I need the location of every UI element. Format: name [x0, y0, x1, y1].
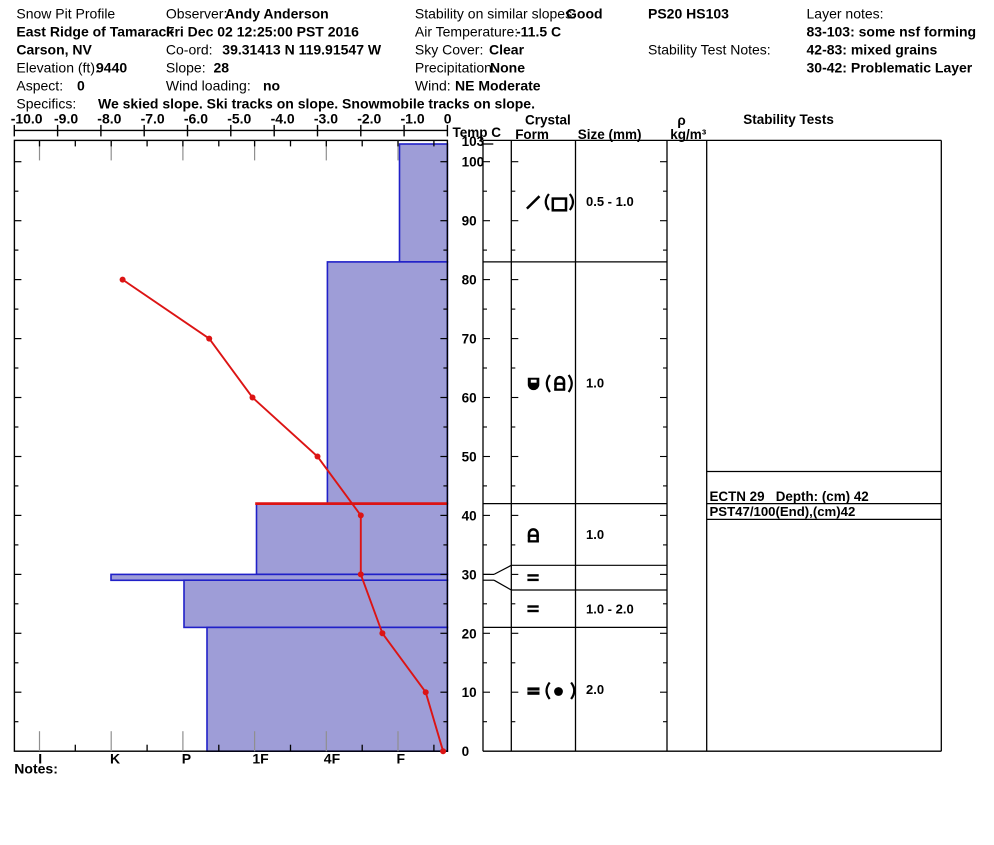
svg-text:Observer:: Observer: [166, 6, 227, 22]
svg-text:Co-ord:: Co-ord: [166, 42, 213, 58]
svg-text:Stability on similar slopes:: Stability on similar slopes: [415, 6, 576, 22]
svg-text:Sky Cover:: Sky Cover: [415, 42, 483, 58]
svg-text:Clear: Clear [489, 42, 525, 58]
svg-text:39.31413 N 119.91547 W: 39.31413 N 119.91547 W [222, 42, 382, 58]
svg-text:-5.0: -5.0 [227, 110, 251, 126]
svg-text:Wind loading:: Wind loading: [166, 78, 251, 94]
svg-text:0: 0 [77, 78, 85, 94]
svg-text:0.5 - 1.0: 0.5 - 1.0 [586, 194, 634, 209]
svg-text:ECTN 29 Depth: (cm) 42: ECTN 29 Depth: (cm) 42 [710, 489, 869, 504]
svg-text:2.0: 2.0 [586, 682, 604, 697]
svg-text:None: None [490, 60, 525, 76]
svg-text:Specifics:: Specifics: [16, 96, 76, 112]
svg-text:PS20 HS103: PS20 HS103 [648, 6, 729, 22]
svg-text:Snow Pit Profile: Snow Pit Profile [16, 6, 115, 22]
svg-text:We skied slope. Ski tracks on: We skied slope. Ski tracks on slope. Sno… [98, 96, 535, 112]
svg-text:1.0 - 2.0: 1.0 - 2.0 [586, 601, 634, 616]
svg-text:-2.0: -2.0 [357, 110, 381, 126]
svg-text:30-42: Problematic Layer: 30-42: Problematic Layer [807, 60, 973, 76]
svg-text:Aspect:: Aspect: [16, 78, 63, 94]
svg-text:-4.0: -4.0 [271, 110, 295, 126]
svg-text:-10.0: -10.0 [11, 110, 43, 126]
svg-text:Stability Tests: Stability Tests [743, 112, 834, 127]
svg-text:28: 28 [214, 60, 230, 76]
svg-text:1F: 1F [252, 751, 269, 767]
svg-text:90: 90 [462, 214, 477, 229]
svg-text:100: 100 [462, 155, 485, 170]
svg-text:F: F [397, 751, 406, 767]
svg-text:I: I [38, 751, 42, 767]
svg-text:Form: Form [515, 127, 549, 142]
svg-text:Elevation (ft):: Elevation (ft): [16, 60, 98, 76]
svg-text:9440: 9440 [96, 60, 127, 76]
svg-text:NE Moderate: NE Moderate [455, 78, 541, 94]
svg-text:Wind:: Wind: [415, 78, 451, 94]
svg-text:-1.0: -1.0 [401, 110, 425, 126]
svg-text:4F: 4F [324, 751, 341, 767]
svg-text:PST47/100(End),(cm)42: PST47/100(End),(cm)42 [710, 504, 856, 519]
svg-text:Size (mm): Size (mm) [578, 127, 642, 142]
svg-text:20: 20 [462, 626, 477, 641]
svg-text:0: 0 [444, 110, 452, 126]
svg-text:Carson, NV: Carson, NV [16, 42, 92, 58]
svg-text:0: 0 [462, 744, 470, 759]
svg-text:Stability Test Notes:: Stability Test Notes: [648, 42, 771, 58]
svg-text:no: no [263, 78, 280, 94]
svg-text:Good: Good [566, 6, 603, 22]
svg-text:80: 80 [462, 273, 477, 288]
svg-text:-9.0: -9.0 [54, 110, 78, 126]
svg-text:50: 50 [462, 450, 477, 465]
svg-text:30: 30 [462, 567, 477, 582]
svg-text:-8.0: -8.0 [97, 110, 121, 126]
svg-text:42-83: mixed grains: 42-83: mixed grains [807, 42, 938, 58]
svg-text:Crystal: Crystal [525, 113, 571, 128]
svg-text:K: K [110, 751, 120, 767]
svg-text:Layer notes:: Layer notes: [807, 6, 884, 22]
svg-text:-7.0: -7.0 [141, 110, 165, 126]
svg-text:Notes:: Notes: [14, 760, 58, 776]
svg-text:-11.5 C: -11.5 C [516, 24, 561, 40]
svg-text:kg/m³: kg/m³ [670, 127, 707, 142]
svg-text:40: 40 [462, 508, 477, 523]
svg-text:103: 103 [462, 134, 485, 149]
svg-text:-6.0: -6.0 [184, 110, 208, 126]
svg-text:Precipitation:: Precipitation: [415, 60, 496, 76]
svg-text:1.0: 1.0 [586, 527, 604, 542]
svg-text:Slope:: Slope: [166, 60, 206, 76]
svg-text:60: 60 [462, 391, 477, 406]
svg-text:Andy Anderson: Andy Anderson [225, 6, 329, 22]
svg-text:Fri Dec 02 12:25:00 PST 2016: Fri Dec 02 12:25:00 PST 2016 [166, 24, 359, 40]
svg-text:10: 10 [462, 685, 477, 700]
svg-text:Air Temperature:: Air Temperature: [415, 24, 518, 40]
svg-text:East Ridge of Tamarack: East Ridge of Tamarack [16, 24, 174, 40]
svg-text:P: P [182, 751, 191, 767]
svg-text:ρ: ρ [677, 113, 685, 128]
svg-text:83-103: some nsf forming: 83-103: some nsf forming [807, 24, 977, 40]
svg-text:70: 70 [462, 332, 477, 347]
svg-text:1.0: 1.0 [586, 375, 604, 390]
svg-text:Temp C: Temp C [453, 125, 502, 140]
svg-text:-3.0: -3.0 [314, 110, 338, 126]
